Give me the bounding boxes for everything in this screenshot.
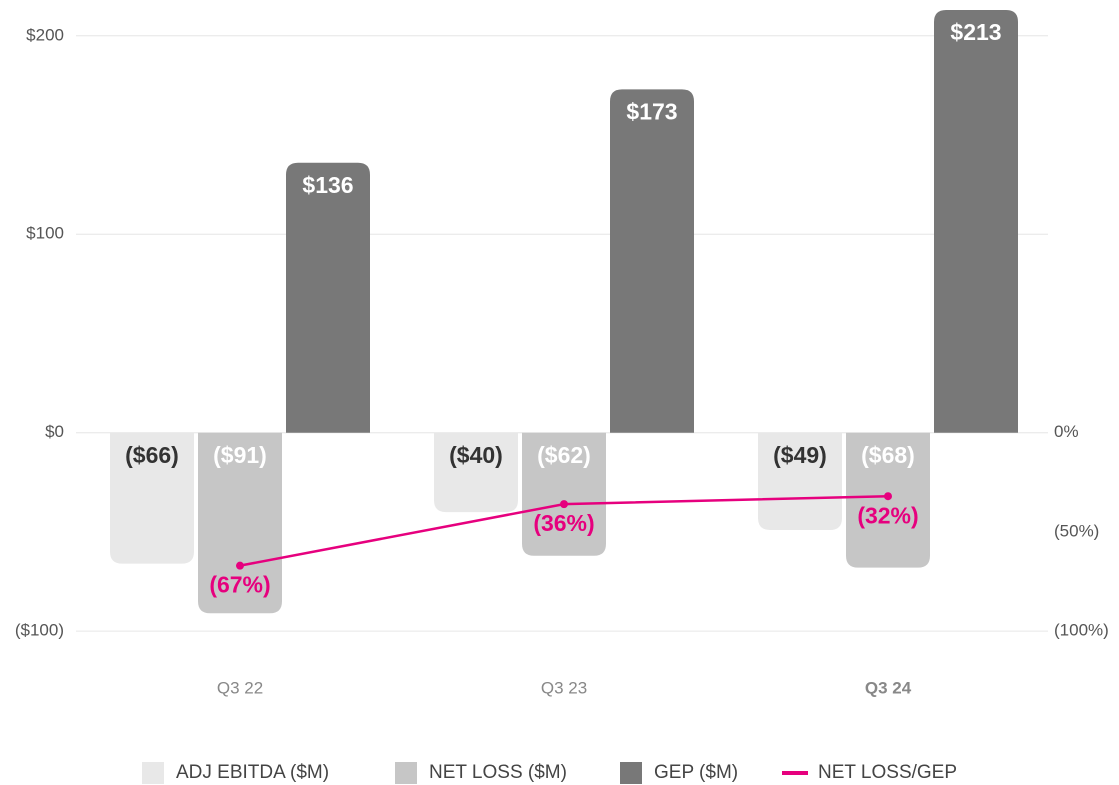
y-tick-label: $0 <box>45 422 64 441</box>
value-label: ($66) <box>125 442 179 468</box>
bar <box>934 9 1018 433</box>
y-tick-label: ($100) <box>15 621 64 640</box>
line-point <box>236 561 244 570</box>
legend-swatch <box>620 762 642 784</box>
value-label: $173 <box>626 98 677 124</box>
line-point <box>560 500 568 509</box>
legend-label: GEP ($M) <box>654 762 738 783</box>
x-tick-label: Q3 22 <box>217 678 263 697</box>
line-point <box>884 492 892 501</box>
y-tick-label: $200 <box>26 25 64 44</box>
value-label: $213 <box>950 19 1001 45</box>
value-label: ($40) <box>449 442 503 468</box>
value-label: ($62) <box>537 442 591 468</box>
value-label: ($49) <box>773 442 827 468</box>
bar <box>286 162 370 433</box>
legend-label: NET LOSS/GEP <box>818 762 957 783</box>
bar <box>110 432 194 564</box>
line-label: (36%) <box>533 510 594 536</box>
x-tick-label: Q3 24 <box>865 678 912 697</box>
bar <box>198 432 282 614</box>
legend-label: ADJ EBITDA ($M) <box>176 762 329 783</box>
y-tick-label: $100 <box>26 224 64 243</box>
value-label: ($91) <box>213 442 267 468</box>
legend-swatch <box>395 762 417 784</box>
y2-tick-label: (100%) <box>1054 621 1109 640</box>
line-label: (32%) <box>857 502 918 528</box>
y2-tick-label: (50%) <box>1054 521 1099 540</box>
legend-swatch <box>142 762 164 784</box>
bar <box>758 432 842 530</box>
y2-tick-label: 0% <box>1054 422 1079 441</box>
bar <box>610 89 694 433</box>
value-label: ($68) <box>861 442 915 468</box>
line-label: (67%) <box>209 572 270 598</box>
bar <box>434 432 518 513</box>
x-tick-label: Q3 23 <box>541 678 587 697</box>
bar <box>522 432 606 556</box>
value-label: $136 <box>302 172 353 198</box>
legend-line <box>782 771 808 775</box>
legend-label: NET LOSS ($M) <box>429 762 567 783</box>
